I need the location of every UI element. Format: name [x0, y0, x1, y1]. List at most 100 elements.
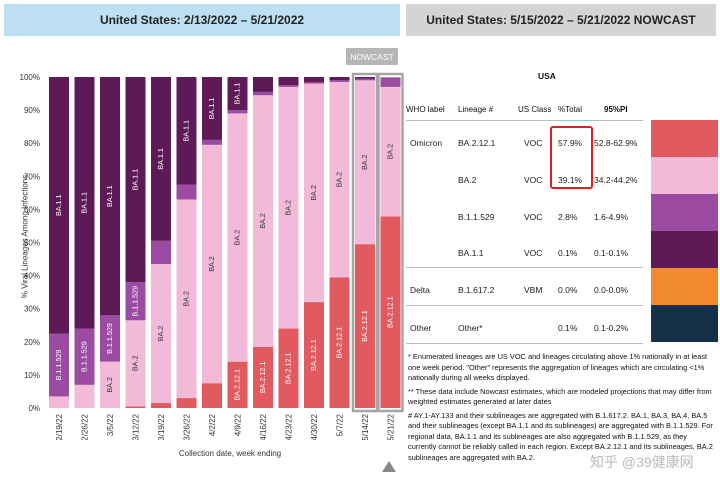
x-tick-label: 4/2/22 — [208, 413, 217, 436]
watermark: 知乎 @39健康网 — [590, 454, 694, 470]
lineage-cell: B.1.617.2 — [458, 285, 495, 295]
bar-segment — [278, 85, 299, 87]
lineage-color-swatch — [651, 305, 718, 342]
bar-label: BA.2 — [334, 172, 343, 188]
bar-label: BA.1.1 — [207, 98, 216, 120]
bar-segment — [202, 144, 222, 384]
y-tick-label: 100% — [20, 73, 40, 82]
bar-label: BA.1.1 — [156, 148, 165, 170]
bar-segment — [176, 184, 197, 200]
x-tick-label: 2/26/22 — [81, 413, 90, 440]
bar-label: BA.2.12.1 — [283, 352, 292, 384]
lineage-cell: B.1.1.529 — [458, 212, 495, 222]
bar-label: BA.2 — [232, 230, 241, 246]
nowcast-header-title: United States: 5/15/2022 – 5/21/2022 NOW… — [426, 13, 696, 27]
bar-label: BA.2 — [309, 185, 318, 201]
who-label-cell: Omicron — [410, 138, 443, 148]
us-class-cell: VOC — [524, 175, 543, 185]
bar-segment — [125, 282, 146, 321]
pi-cell: 0.1-0.2% — [594, 323, 629, 333]
bar-label: BA.2 — [156, 326, 165, 342]
bar-label: BA.2 — [283, 200, 292, 216]
x-tick-label: 5/14/22 — [361, 413, 370, 440]
x-tick-label: 3/26/22 — [183, 413, 192, 440]
bar-label: BA.2.12.1 — [334, 327, 343, 359]
bar-segment — [125, 406, 146, 408]
bar-segment — [278, 86, 299, 329]
col-who-label: WHO label — [406, 105, 445, 114]
lineage-color-swatch — [651, 231, 718, 268]
who-label-cell: Other — [410, 323, 432, 333]
table-divider — [406, 305, 643, 306]
bar-segment — [49, 396, 69, 408]
nowcast-bar-outline — [351, 72, 379, 413]
lineage-cell: BA.2 — [458, 175, 477, 185]
footnote: # AY.1-AY.133 and their sublineages are … — [408, 410, 713, 462]
bar-segment — [176, 77, 197, 185]
x-tick-label: 3/12/22 — [132, 413, 141, 440]
pct-total-cell: 0.0% — [558, 285, 578, 295]
bar-label: BA.1.1 — [232, 83, 241, 105]
lineage-cell: Other* — [458, 323, 483, 333]
table-divider — [406, 343, 643, 344]
y-tick-label: 60% — [24, 205, 40, 214]
bar-segment — [227, 77, 248, 111]
bar-label: BA.1.1 — [79, 192, 88, 214]
pct-total-cell: 2.8% — [558, 212, 578, 222]
y-tick-label: 0% — [28, 404, 40, 413]
bar-segment — [202, 77, 222, 140]
bar-label: BA.1.1 — [181, 120, 190, 142]
bar-segment — [100, 361, 120, 408]
y-tick-label: 30% — [24, 305, 40, 314]
bar-label: B.1.1.529 — [130, 286, 139, 317]
bar-segment — [355, 80, 375, 245]
bar-segment — [329, 277, 350, 408]
bar-segment — [278, 328, 299, 408]
bar-segment — [355, 244, 375, 408]
bar-label: BA.1.1 — [54, 194, 63, 216]
bar-segment — [355, 77, 375, 79]
bar-segment — [100, 315, 120, 362]
x-tick-label: 4/9/22 — [234, 413, 243, 436]
nowcast-bar-outline — [377, 72, 404, 413]
pi-cell: 34.2-44.2% — [594, 175, 638, 185]
x-tick-label: 3/19/22 — [157, 413, 166, 440]
bar-segment — [329, 81, 350, 278]
bar-label: BA.2.12.1 — [385, 296, 394, 328]
x-axis-label: Collection date, week ending — [178, 449, 282, 458]
y-axis-label: % Viral Lineages Among Infections — [20, 174, 30, 299]
y-tick-label: 20% — [24, 338, 40, 347]
col-pct-total: %Total — [558, 105, 583, 114]
bar-label: BA.2 — [258, 213, 267, 229]
bar-segment — [380, 86, 401, 217]
bar-segment — [176, 398, 197, 408]
us-class-cell: VOC — [524, 212, 543, 222]
lineage-color-swatch — [651, 194, 718, 231]
bar-label: BA.1.1 — [130, 169, 139, 191]
x-tick-label: 4/16/22 — [259, 413, 268, 440]
bar-segment — [329, 77, 350, 81]
bar-segment — [49, 333, 69, 397]
lineage-cell: BA.2.12.1 — [458, 138, 496, 148]
bar-segment — [227, 113, 248, 362]
bar-label: BA.2.12.1 — [309, 339, 318, 371]
pi-cell: 0.0-0.0% — [594, 285, 629, 295]
pi-cell: 1.6-4.9% — [594, 212, 629, 222]
bar-segment — [49, 77, 69, 334]
bar-label: BA.1.1 — [105, 185, 114, 207]
col-us-class: US Class — [518, 105, 552, 114]
bar-label: BA.2.12.1 — [258, 362, 267, 394]
bar-segment — [202, 139, 222, 145]
bar-segment — [151, 240, 171, 265]
bar-segment — [125, 77, 146, 283]
stacked-bar-chart: 0% 10% 20% 30% 40% 50% 60% 70% 80% 90% 100% B.1.1.5… — [20, 72, 404, 440]
bar-segment — [74, 384, 95, 408]
pct-total-cell: 0.1% — [558, 248, 578, 258]
x-tick-label: 5/21/22 — [387, 413, 396, 440]
bar-segment — [329, 80, 350, 82]
bar-segment — [253, 91, 273, 96]
bar-segment — [202, 383, 222, 408]
pct-total-cell: 57.9% — [558, 138, 583, 148]
table-divider — [406, 267, 643, 268]
bar-segment — [151, 403, 171, 408]
